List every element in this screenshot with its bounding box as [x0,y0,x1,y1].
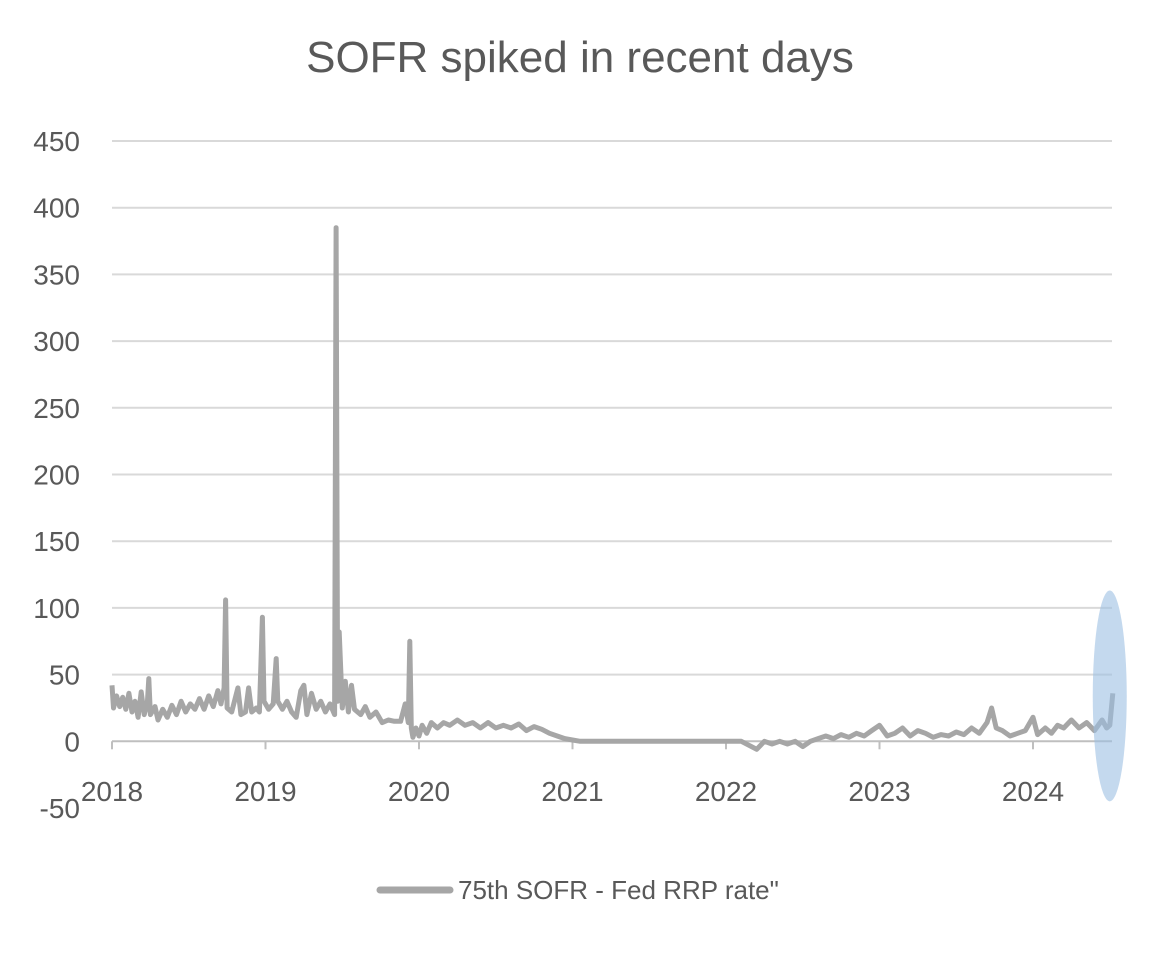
y-tick-label: 0 [64,726,80,757]
x-tick-label: 2019 [234,776,296,807]
y-tick-label: 200 [33,460,80,491]
y-tick-label: 450 [33,126,80,157]
legend: 75th SOFR - Fed RRP rate" [376,875,779,905]
chart-title: SOFR spiked in recent days [306,33,854,82]
series-group [109,225,1116,752]
y-tick-label: -50 [40,793,80,824]
y-tick-label: 100 [33,593,80,624]
y-tick-label: 50 [49,660,80,691]
y-tick-label: 300 [33,326,80,357]
legend-label: 75th SOFR - Fed RRP rate" [458,875,779,905]
y-tick-label: 350 [33,259,80,290]
x-tick-label: 2022 [695,776,757,807]
x-tick-label: 2024 [1002,776,1064,807]
x-tick-label: 2023 [848,776,910,807]
highlight-ellipse [1092,590,1127,802]
y-tick-label: 400 [33,193,80,224]
x-tick-label: 2018 [81,776,143,807]
highlight-group [1092,590,1127,802]
x-tick-label: 2020 [388,776,450,807]
series-line [109,225,1116,752]
y-tick-label: 150 [33,526,80,557]
x-axis-ticks: 2018 2019 2020 2021 2022 2023 2024 [81,741,1064,807]
y-axis-ticks: -50 0 50 100 150 200 250 300 350 400 450 [33,126,80,824]
y-tick-label: 250 [33,393,80,424]
x-tick-label: 2021 [541,776,603,807]
